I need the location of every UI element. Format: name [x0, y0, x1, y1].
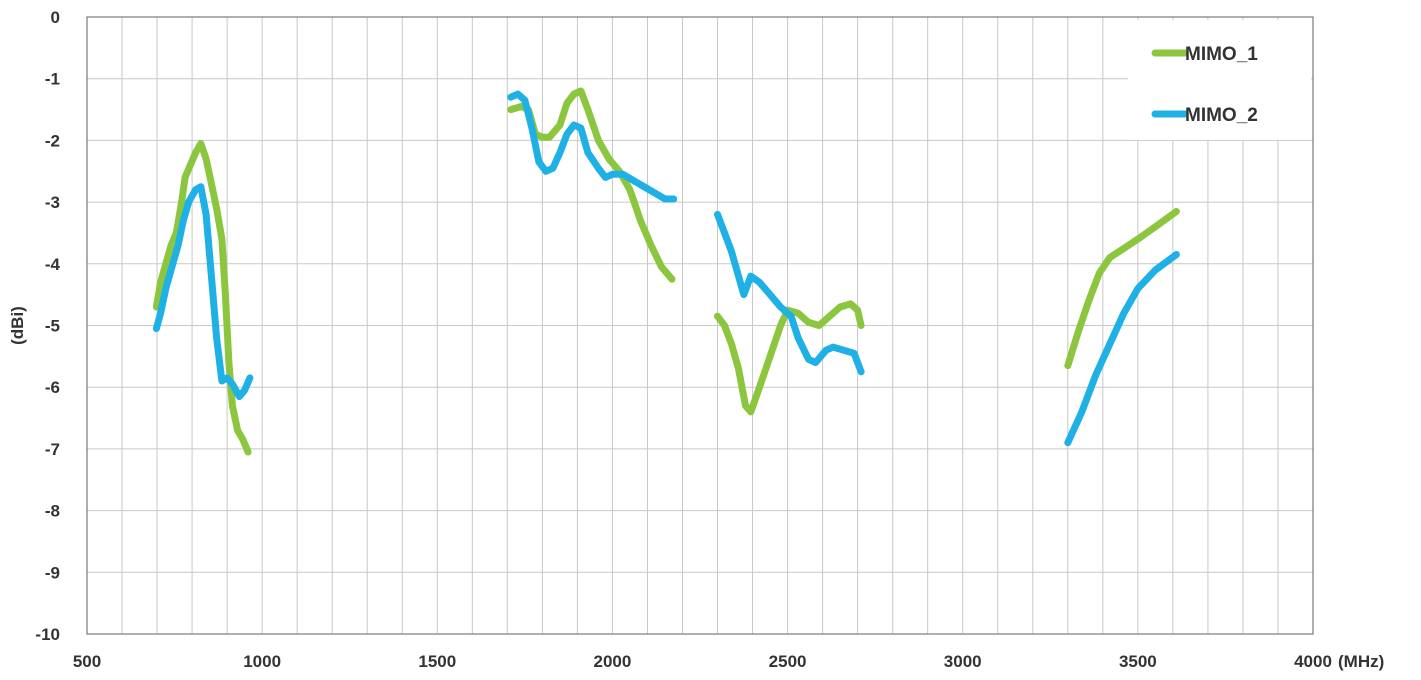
x-tick-label: 4000	[1294, 652, 1332, 671]
series-line-MIMO_1	[1064, 207, 1180, 370]
series-line-MIMO_1	[152, 140, 252, 456]
x-tick-label: 1000	[243, 652, 281, 671]
legend: MIMO_1 MIMO_2	[1128, 20, 1311, 140]
x-tick-label: 3500	[1119, 652, 1157, 671]
legend-label-MIMO_1: MIMO_1	[1185, 44, 1258, 65]
series-line-MIMO_2	[152, 183, 254, 400]
y-tick-label: -1	[45, 70, 60, 89]
x-tick-label: 1500	[418, 652, 456, 671]
series-MIMO_1	[152, 87, 1180, 456]
y-tick-label: -10	[35, 625, 60, 644]
x-axis-label: (MHz)	[1338, 652, 1384, 671]
x-tick-label: 3000	[944, 652, 982, 671]
y-axis-label: (dBi)	[8, 306, 27, 345]
series-MIMO_2	[152, 90, 1180, 447]
series-line-MIMO_2	[714, 210, 865, 376]
legend-label-MIMO_2: MIMO_2	[1185, 105, 1258, 126]
series-line-MIMO_2	[507, 90, 678, 203]
y-tick-label: 0	[51, 8, 60, 27]
series	[152, 87, 1180, 456]
axes: 0 -1 -2 -3 -4 -5 -6 -7 -8 -9 -10 500 1000 1500 2000 250…	[8, 8, 1384, 671]
x-tick-label: 2500	[769, 652, 807, 671]
legend-box	[1128, 20, 1311, 140]
x-tick-label: 2000	[594, 652, 632, 671]
y-tick-label: -6	[45, 378, 60, 397]
x-tick-label: 500	[73, 652, 101, 671]
y-tick-label: -7	[45, 440, 60, 459]
y-tick-label: -4	[45, 255, 61, 274]
y-tick-label: -2	[45, 131, 60, 150]
y-tick-label: -3	[45, 193, 60, 212]
series-line-MIMO_1	[714, 300, 865, 416]
y-tick-label: -9	[45, 563, 60, 582]
plot-frame	[86, 16, 1314, 635]
y-tick-label: -5	[45, 317, 60, 336]
y-tick-label: -8	[45, 502, 60, 521]
series-line-MIMO_2	[1064, 251, 1180, 447]
